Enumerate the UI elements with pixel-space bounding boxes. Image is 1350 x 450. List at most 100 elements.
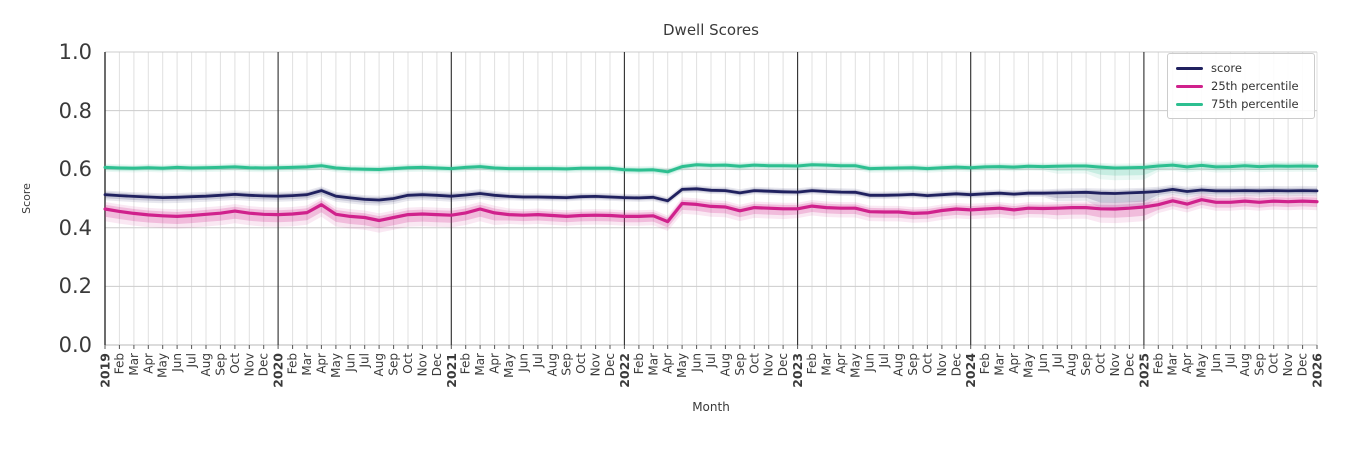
x-tick-label: Feb <box>632 353 646 374</box>
x-tick-label: Aug <box>1238 353 1252 376</box>
y-tick-label: 0.2 <box>58 274 92 299</box>
x-tick-label: May <box>1195 353 1209 378</box>
x-tick-label: Jun <box>1209 353 1223 373</box>
x-tick-label: 2020 <box>271 353 286 388</box>
x-tick-label: Dec <box>949 353 963 376</box>
chart-plot-area <box>103 51 1319 346</box>
x-tick-label: Oct <box>1267 353 1281 374</box>
x-tick-label: 2026 <box>1310 353 1325 388</box>
x-tick-label: Nov <box>935 353 949 376</box>
x-tick-label: Sep <box>1252 353 1266 376</box>
x-tick-label: Feb <box>1151 353 1165 374</box>
legend-line-icon <box>1176 84 1203 88</box>
x-tick-label: Nov <box>242 353 256 376</box>
x-tick-label: Dec <box>430 353 444 376</box>
x-tick-label: Mar <box>127 353 141 376</box>
x-tick-label: Mar <box>646 353 660 376</box>
x-tick-label: Oct <box>401 353 415 374</box>
x-tick-label: 2019 <box>98 353 113 388</box>
x-tick-label: Nov <box>589 353 603 376</box>
x-tick-label: Jun <box>170 353 184 373</box>
x-tick-label: Oct <box>574 353 588 374</box>
x-tick-label: Feb <box>459 353 473 374</box>
x-axis-title: Month <box>692 400 730 414</box>
legend-row-75th-percentile: 75th percentile <box>1176 95 1306 113</box>
legend-row-25th-percentile: 25th percentile <box>1176 77 1306 95</box>
legend: score 25th percentile 75th percentile <box>1167 53 1315 119</box>
x-tick-label: Apr <box>834 353 848 374</box>
x-tick-label: Jul <box>358 353 372 368</box>
x-tick-label: Oct <box>228 353 242 374</box>
x-tick-label: Aug <box>545 353 559 376</box>
x-tick-label: Feb <box>978 353 992 374</box>
x-tick-label: Sep <box>1079 353 1093 376</box>
x-tick-label: Sep <box>560 353 574 376</box>
y-tick-label: 0.8 <box>58 98 92 123</box>
x-tick-label: Jun <box>343 353 357 373</box>
x-tick-label: Sep <box>387 353 401 376</box>
x-tick-label: Apr <box>488 353 502 374</box>
x-tick-label: 2021 <box>444 353 459 388</box>
y-tick-label: 0.6 <box>58 157 92 182</box>
x-tick-label: Jul <box>1223 353 1237 368</box>
y-tick-label: 0.4 <box>58 215 92 240</box>
legend-row-score: score <box>1176 59 1306 77</box>
x-tick-label: Aug <box>1065 353 1079 376</box>
x-tick-label: Jul <box>531 353 545 368</box>
x-tick-label: Feb <box>286 353 300 374</box>
x-tick-label: Nov <box>415 353 429 376</box>
x-tick-label: Mar <box>1166 353 1180 376</box>
x-tick-label: Apr <box>1007 353 1021 374</box>
x-tick-label: Nov <box>1281 353 1295 376</box>
x-tick-label: Aug <box>718 353 732 376</box>
x-tick-label: Dec <box>776 353 790 376</box>
x-tick-label: May <box>502 353 516 378</box>
x-tick-label: Apr <box>1180 353 1194 374</box>
x-tick-label: Jun <box>516 353 530 373</box>
x-tick-label: Sep <box>906 353 920 376</box>
x-tick-label: Mar <box>819 353 833 376</box>
x-tick-label: May <box>848 353 862 378</box>
x-tick-label: Dec <box>257 353 271 376</box>
legend-label: 25th percentile <box>1211 79 1299 93</box>
y-axis-title: Score <box>20 183 33 214</box>
x-tick-label: Feb <box>805 353 819 374</box>
x-tick-label: 2024 <box>963 353 978 388</box>
x-tick-label: Jun <box>863 353 877 373</box>
x-tick-label: May <box>1021 353 1035 378</box>
x-tick-label: Jul <box>704 353 718 368</box>
x-tick-label: Dec <box>603 353 617 376</box>
x-tick-label: Apr <box>141 353 155 374</box>
x-tick-label: Jul <box>1050 353 1064 368</box>
x-tick-label: Dec <box>1122 353 1136 376</box>
x-tick-label: Jun <box>1036 353 1050 373</box>
legend-line-icon <box>1176 66 1203 70</box>
x-tick-label: Oct <box>920 353 934 374</box>
legend-line-icon <box>1176 102 1203 106</box>
x-tick-label: May <box>675 353 689 378</box>
x-tick-label: 2025 <box>1136 353 1151 388</box>
x-tick-label: Mar <box>473 353 487 376</box>
x-tick-label: Sep <box>213 353 227 376</box>
x-tick-label: Aug <box>892 353 906 376</box>
x-tick-label: Aug <box>199 353 213 376</box>
x-tick-label: May <box>156 353 170 378</box>
x-tick-label: Apr <box>661 353 675 374</box>
chart-title: Dwell Scores <box>663 21 759 39</box>
y-tick-label: 1.0 <box>58 40 92 64</box>
x-tick-label: Nov <box>1108 353 1122 376</box>
x-tick-label: Jul <box>877 353 891 368</box>
x-tick-label: Mar <box>993 353 1007 376</box>
x-tick-label: Apr <box>314 353 328 374</box>
x-tick-label: Sep <box>733 353 747 376</box>
x-tick-label: Nov <box>762 353 776 376</box>
legend-label: 75th percentile <box>1211 97 1299 111</box>
x-tick-label: May <box>329 353 343 378</box>
x-tick-label: 2022 <box>617 353 632 388</box>
x-tick-label: Aug <box>372 353 386 376</box>
x-tick-label: Dec <box>1296 353 1310 376</box>
x-tick-label: Jun <box>690 353 704 373</box>
x-tick-label: Feb <box>112 353 126 374</box>
x-tick-label: 2023 <box>790 353 805 388</box>
